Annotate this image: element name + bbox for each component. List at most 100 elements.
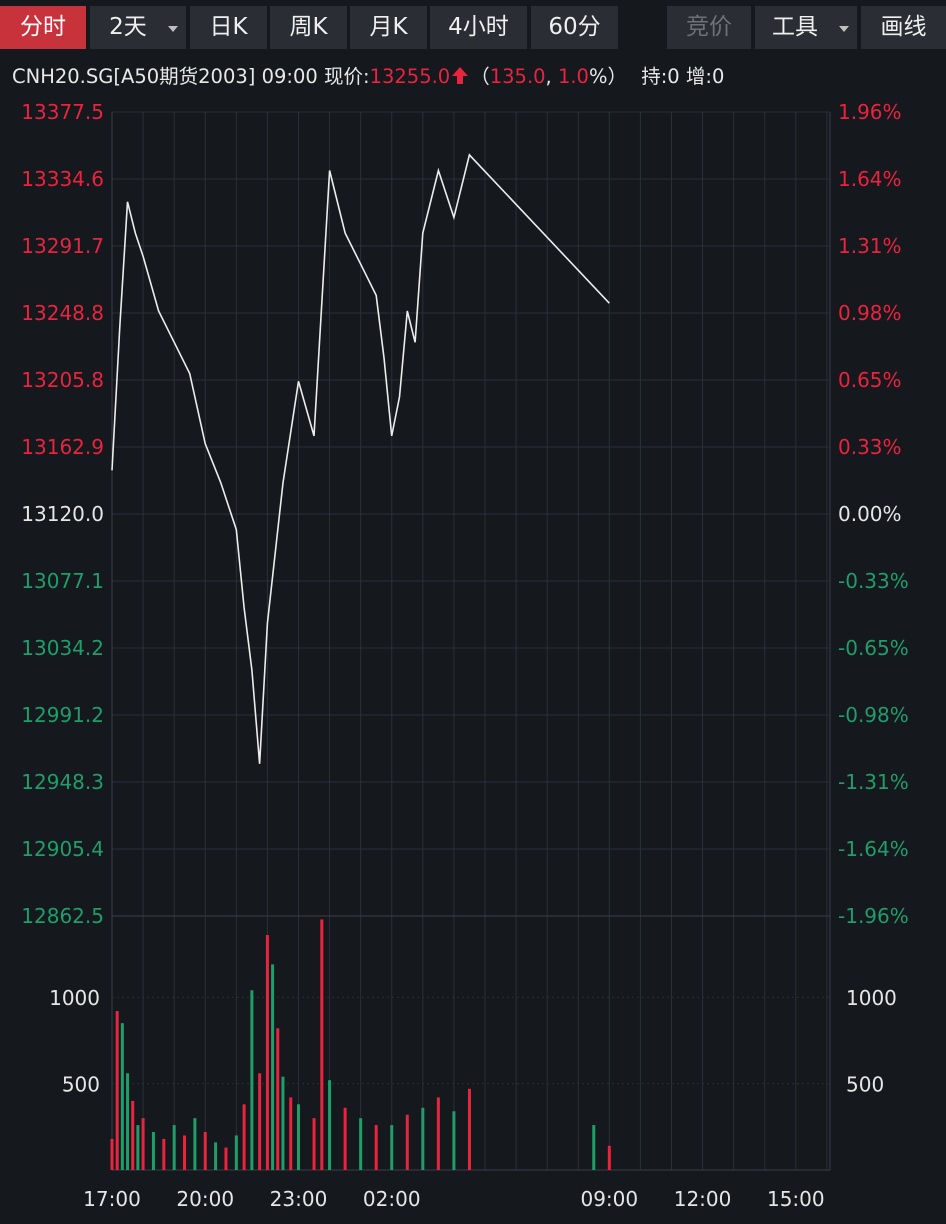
volume-bar	[126, 1073, 130, 1170]
volume-bar	[592, 1125, 596, 1170]
percent-tick-label: 0.98%	[838, 301, 902, 325]
volume-bar	[452, 1111, 456, 1170]
current-price: 13255.0	[369, 65, 451, 88]
open-interest-change: 增:0	[685, 65, 725, 88]
volume-axis-labels: 500 500 1000 1000	[49, 986, 897, 1096]
volume-bar	[258, 1073, 262, 1170]
price-axis-labels: 13377.5 1.96% 13334.6 1.64% 13291.7 1.31% 1324…	[21, 100, 908, 928]
price-tick-label: 12862.5	[21, 904, 104, 928]
volume-bar	[110, 1138, 114, 1170]
percent-tick-label: 0.00%	[838, 502, 902, 526]
percent-tick-label: -1.64%	[838, 837, 909, 861]
volume-bar	[242, 1104, 246, 1170]
volume-tick-label: 1000	[49, 986, 100, 1010]
arrow-up-icon	[452, 67, 469, 85]
time-tick-label: 02:00	[363, 1187, 421, 1211]
time-tick-label: 23:00	[270, 1187, 328, 1211]
volume-bar	[141, 1118, 145, 1170]
volume-bar	[390, 1125, 394, 1170]
chevron-down-icon	[168, 26, 178, 32]
tab-two-days-label: 2天	[109, 14, 147, 40]
price-tick-label: 12948.3	[21, 770, 104, 794]
volume-bars	[110, 919, 611, 1170]
quote-time: 09:00	[261, 65, 318, 88]
volume-bar	[343, 1107, 347, 1170]
chevron-down-icon	[839, 26, 849, 32]
chart-grid	[111, 111, 831, 1171]
volume-bar	[271, 964, 275, 1170]
price-label: 现价:	[323, 65, 370, 88]
volume-bar	[289, 1097, 293, 1170]
volume-bar	[467, 1088, 471, 1170]
draw-line-button[interactable]: 画线	[861, 6, 946, 49]
time-tick-label: 15:00	[767, 1187, 825, 1211]
percent-tick-label: -1.96%	[838, 904, 909, 928]
percent-tick-label: -0.65%	[838, 636, 909, 660]
volume-bar	[405, 1114, 409, 1170]
volume-bar	[359, 1118, 363, 1170]
volume-bar	[250, 990, 254, 1170]
percent-tick-label: 0.65%	[838, 368, 902, 392]
time-tick-label: 12:00	[674, 1187, 732, 1211]
price-change-percent: 1.0	[557, 65, 589, 88]
volume-bar	[320, 919, 324, 1170]
volume-bar	[136, 1125, 140, 1170]
volume-bar	[203, 1131, 207, 1170]
price-tick-label: 13205.8	[21, 368, 104, 392]
volume-bar	[276, 1028, 280, 1170]
volume-bar	[234, 1135, 238, 1170]
volume-bar	[214, 1142, 218, 1170]
percent-tick-label: 0.33%	[838, 435, 902, 459]
volume-bar	[151, 1131, 155, 1170]
price-tick-label: 13248.8	[21, 301, 104, 325]
price-tick-label: 13377.5	[21, 100, 104, 124]
price-tick-label: 13077.1	[21, 569, 104, 593]
volume-bar	[374, 1125, 378, 1170]
time-tick-label: 20:00	[176, 1187, 234, 1211]
price-tick-label: 13291.7	[21, 234, 104, 258]
symbol-name: CNH20.SG[A50期货2003]	[12, 65, 256, 88]
tab-monthly-k[interactable]: 月K	[350, 6, 427, 49]
change-close-paren: %）	[588, 65, 627, 88]
period-toolbar: 分时 2天 日K 周K 月K 4小时 60分 竞价 工具 画线	[0, 0, 946, 52]
percent-tick-label: -1.31%	[838, 770, 909, 794]
tab-four-hours[interactable]: 4小时	[430, 6, 527, 49]
change-separator: ,	[545, 65, 558, 88]
volume-bar	[312, 1118, 316, 1170]
time-axis-labels: 17:00 20:00 23:00 02:00 09:00 12:00 15:00	[83, 1187, 824, 1211]
volume-bar	[436, 1097, 440, 1170]
volume-bar	[183, 1135, 187, 1170]
volume-tick-label: 500	[62, 1073, 100, 1097]
tab-two-days[interactable]: 2天	[90, 6, 186, 49]
price-change: 135.0	[489, 65, 546, 88]
volume-bar	[281, 1076, 285, 1170]
volume-bar	[172, 1125, 176, 1170]
tab-weekly-k[interactable]: 周K	[270, 6, 347, 49]
tab-sixty-minutes[interactable]: 60分	[531, 6, 618, 49]
volume-bar	[296, 1104, 300, 1170]
volume-bar	[328, 1080, 332, 1170]
tab-auction[interactable]: 竞价	[667, 6, 751, 49]
tab-daily-k[interactable]: 日K	[190, 6, 267, 49]
change-open-paren: （	[470, 65, 490, 88]
tools-menu[interactable]: 工具	[755, 6, 857, 49]
percent-tick-label: -0.98%	[838, 703, 909, 727]
volume-bar	[115, 1011, 119, 1170]
volume-bar	[162, 1138, 166, 1170]
tab-intraday[interactable]: 分时	[0, 6, 86, 49]
price-tick-label: 12905.4	[21, 837, 104, 861]
percent-tick-label: 1.64%	[838, 167, 902, 191]
percent-tick-label: 1.31%	[838, 234, 902, 258]
time-tick-label: 09:00	[580, 1187, 638, 1211]
price-tick-label: 13334.6	[21, 167, 104, 191]
percent-tick-label: -0.33%	[838, 569, 909, 593]
price-tick-label: 13034.2	[21, 636, 104, 660]
price-tick-label: 13162.9	[21, 435, 104, 459]
price-line	[111, 153, 610, 764]
volume-bar	[193, 1118, 197, 1170]
time-tick-label: 17:00	[83, 1187, 141, 1211]
volume-bar	[120, 1023, 124, 1170]
quote-info-bar: CNH20.SG[A50期货2003] 09:00 现价:13255.0 （135…	[12, 62, 724, 92]
volume-bar	[265, 935, 269, 1170]
